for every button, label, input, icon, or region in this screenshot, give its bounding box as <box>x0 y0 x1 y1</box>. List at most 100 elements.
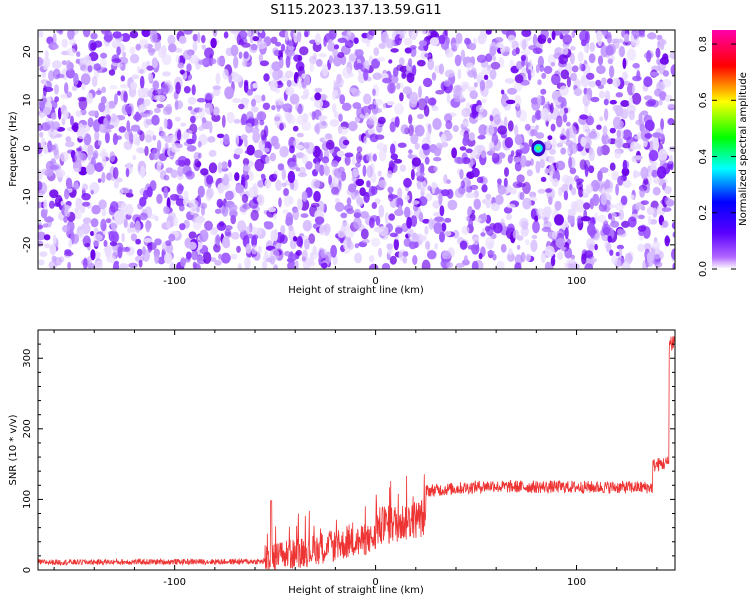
heatmap-cell <box>40 137 46 151</box>
heatmap-cell <box>550 256 556 267</box>
heatmap-cell <box>507 154 513 164</box>
heatmap-cell <box>49 189 59 199</box>
heatmap-cell <box>162 71 171 77</box>
heatmap-cell <box>134 220 141 233</box>
heatmap-cell <box>425 240 431 250</box>
heatmap-cell <box>508 256 513 262</box>
heatmap-cell <box>282 209 289 215</box>
heatmap-cell <box>328 30 337 40</box>
heatmap-cell <box>162 107 172 116</box>
heatmap-cell <box>75 58 81 64</box>
heatmap-cell <box>70 115 74 126</box>
heatmap-cell <box>38 190 45 197</box>
heatmap-cell <box>295 249 302 256</box>
heatmap-cell <box>580 216 591 222</box>
heatmap-cell <box>222 205 229 217</box>
heatmap-cell <box>658 99 663 106</box>
heatmap-cell <box>139 69 144 74</box>
heatmap-cell <box>285 86 295 96</box>
heatmap-cell <box>583 202 591 210</box>
heatmap-cell <box>138 259 143 268</box>
colorbar-label: Normalized spectral amplitude <box>738 72 749 226</box>
heatmap-cell <box>377 116 386 125</box>
heatmap-cell <box>169 262 176 269</box>
heatmap-cell <box>117 90 121 96</box>
heatmap-cell <box>389 121 396 133</box>
heatmap-cell <box>428 218 434 230</box>
heatmap-cell <box>571 65 579 73</box>
y-tick-label: 0 <box>22 145 33 151</box>
heatmap-cell <box>559 108 565 118</box>
heatmap-cell <box>404 194 410 201</box>
heatmap-cell <box>297 198 303 211</box>
heatmap-cell <box>38 224 44 230</box>
heatmap-cell <box>585 115 595 126</box>
heatmap-cell <box>259 60 269 67</box>
heatmap-cell <box>244 256 251 269</box>
heatmap-cell <box>465 148 473 154</box>
heatmap-cell <box>366 165 373 178</box>
heatmap-cell <box>200 168 209 176</box>
heatmap-cell <box>185 170 195 180</box>
heatmap-cell <box>51 60 62 69</box>
heatmap-cell <box>467 69 476 78</box>
heatmap-cell <box>487 250 495 255</box>
heatmap-cell <box>455 262 465 268</box>
heatmap-cell <box>589 216 596 226</box>
heatmap-cell <box>543 65 553 74</box>
heatmap-cell <box>242 165 251 172</box>
heatmap-cell <box>615 105 624 117</box>
heatmap-cell <box>627 216 637 228</box>
heatmap-cell <box>421 30 427 35</box>
heatmap-cell <box>665 199 675 207</box>
heatmap-cell <box>314 99 324 108</box>
heatmap-cell <box>167 34 176 46</box>
heatmap-cell <box>200 206 206 216</box>
heatmap-cell <box>73 72 79 86</box>
heatmap-cell <box>245 243 252 254</box>
heatmap-cell <box>164 142 169 150</box>
heatmap-cell <box>80 83 86 91</box>
heatmap-cell <box>353 212 362 219</box>
heatmap-cell <box>654 88 662 97</box>
heatmap-cell <box>93 63 102 71</box>
heatmap-cell <box>186 63 192 72</box>
heatmap-cell <box>568 125 577 139</box>
heatmap-cell <box>457 68 462 80</box>
heatmap-cell <box>410 133 419 145</box>
heatmap-cell <box>482 33 487 43</box>
heatmap-cell <box>118 56 129 65</box>
heatmap-cell <box>262 147 270 153</box>
heatmap-cell <box>556 115 563 128</box>
heatmap-cell <box>472 236 480 246</box>
heatmap-cell <box>408 124 414 137</box>
heatmap-cell <box>114 93 118 105</box>
heatmap-cell <box>668 154 673 165</box>
heatmap-cell <box>156 193 163 204</box>
heatmap-cell <box>363 192 370 203</box>
heatmap-cell <box>192 33 198 42</box>
heatmap-cell <box>433 147 442 157</box>
heatmap-cell <box>418 211 424 223</box>
heatmap-cell <box>135 43 141 51</box>
heatmap-cell <box>640 200 649 206</box>
heatmap-cell <box>490 202 500 212</box>
heatmap-cell <box>336 73 342 84</box>
heatmap-cell <box>51 100 58 109</box>
heatmap-cell <box>151 147 161 160</box>
heatmap-cell <box>361 105 372 117</box>
heatmap-cell <box>555 160 566 171</box>
heatmap-cell <box>179 223 186 231</box>
heatmap-cell <box>64 249 72 254</box>
heatmap-cell <box>243 51 249 59</box>
colorbar-ticks: 0.0 0.2 0.4 0.6 0.8 <box>698 36 736 277</box>
heatmap-cell <box>514 94 522 108</box>
heatmap-cell <box>99 57 107 69</box>
heatmap-cell <box>227 159 232 168</box>
heatmap-cell <box>346 197 352 206</box>
heatmap-cell <box>177 129 182 141</box>
heatmap-cell <box>201 35 206 44</box>
heatmap-cell <box>297 172 308 178</box>
heatmap-cell <box>214 208 222 214</box>
heatmap-cell <box>444 69 455 78</box>
